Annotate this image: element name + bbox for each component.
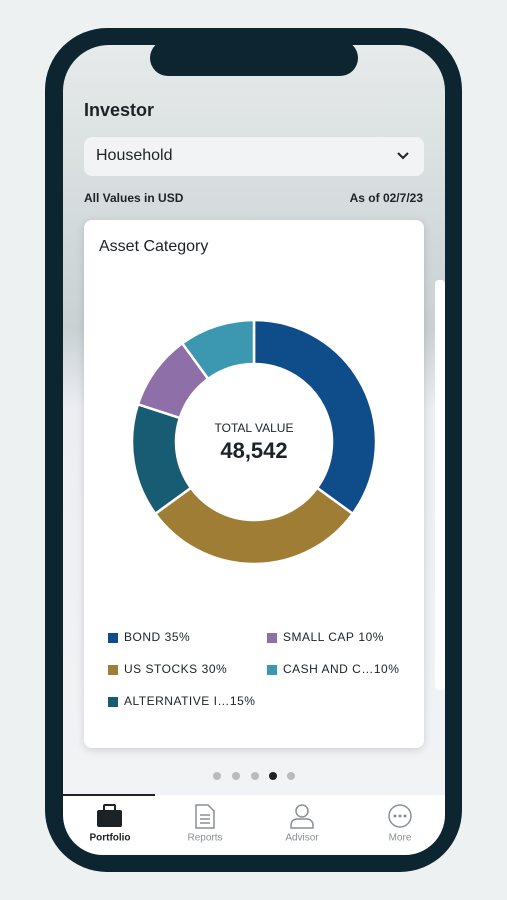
legend-entry: BOND 35% — [124, 630, 190, 644]
tab-advisor[interactable]: Advisor — [285, 833, 319, 844]
page-dot[interactable] — [213, 772, 221, 780]
legend-name: CASH AND C… — [283, 662, 374, 676]
legend-name: BOND — [124, 630, 161, 644]
active-tab-indicator — [63, 794, 155, 796]
legend: BOND 35% US STOCKS 30% ALTERNATIVE I…15% SMAL… — [108, 630, 399, 708]
household-dropdown[interactable] — [84, 137, 424, 176]
center-value: 48,542 — [220, 438, 287, 463]
more-dot — [398, 814, 402, 818]
donut-slice — [180, 318, 256, 381]
legend-name: US STOCKS — [124, 662, 198, 676]
legend-value: 10% — [358, 630, 384, 644]
legend-value: 30% — [202, 662, 228, 676]
dropdown-chevron — [397, 152, 409, 160]
page-dot[interactable] — [232, 772, 240, 780]
legend-swatch — [267, 633, 277, 643]
donut-chart — [130, 318, 378, 566]
legend-name: SMALL CAP — [283, 630, 354, 644]
page-dot[interactable] — [251, 772, 259, 780]
next-card-edge — [435, 280, 445, 690]
legend-value: 35% — [165, 630, 191, 644]
more-dot — [403, 814, 407, 818]
legend-entry: ALTERNATIVE I…15% — [124, 694, 255, 708]
donut-slice — [153, 486, 355, 566]
legend-name: ALTERNATIVE I… — [124, 694, 230, 708]
notch — [150, 40, 358, 76]
legend-swatch — [108, 633, 118, 643]
legend-entry: CASH AND C…10% — [283, 662, 399, 676]
more-dot — [393, 814, 397, 818]
legend-value: 15% — [230, 694, 256, 708]
tab-more[interactable]: More — [389, 833, 412, 844]
units-note: All Values in USD — [84, 191, 184, 205]
legend-swatch — [267, 665, 277, 675]
legend-entry: US STOCKS 30% — [124, 662, 227, 676]
reports-icon — [195, 804, 215, 829]
portfolio-icon — [97, 810, 122, 827]
dropdown-value: Household — [96, 147, 173, 164]
tab-portfolio[interactable]: Portfolio — [89, 833, 130, 844]
advisor-icon-body — [290, 818, 314, 829]
page-dot-active[interactable] — [269, 772, 277, 780]
center-label: TOTAL VALUE — [215, 421, 294, 435]
legend-value: 10% — [374, 662, 400, 676]
asset-card — [84, 220, 424, 748]
legend-swatch — [108, 697, 118, 707]
more-icon — [388, 804, 412, 828]
advisor-icon-head — [295, 804, 309, 818]
tab-icons — [97, 804, 412, 829]
page-dot[interactable] — [287, 772, 295, 780]
legend-entry: SMALL CAP 10% — [283, 630, 384, 644]
portfolio-icon-handle — [103, 804, 116, 812]
as-of-date: As of 02/7/23 — [350, 191, 424, 205]
legend-swatch — [108, 665, 118, 675]
page-dots — [213, 772, 295, 780]
tab-reports[interactable]: Reports — [187, 833, 222, 844]
donut-slice — [252, 318, 378, 516]
card-title: Asset Category — [99, 238, 208, 255]
investor-title: Investor — [84, 100, 154, 120]
tab-bar — [63, 795, 445, 855]
